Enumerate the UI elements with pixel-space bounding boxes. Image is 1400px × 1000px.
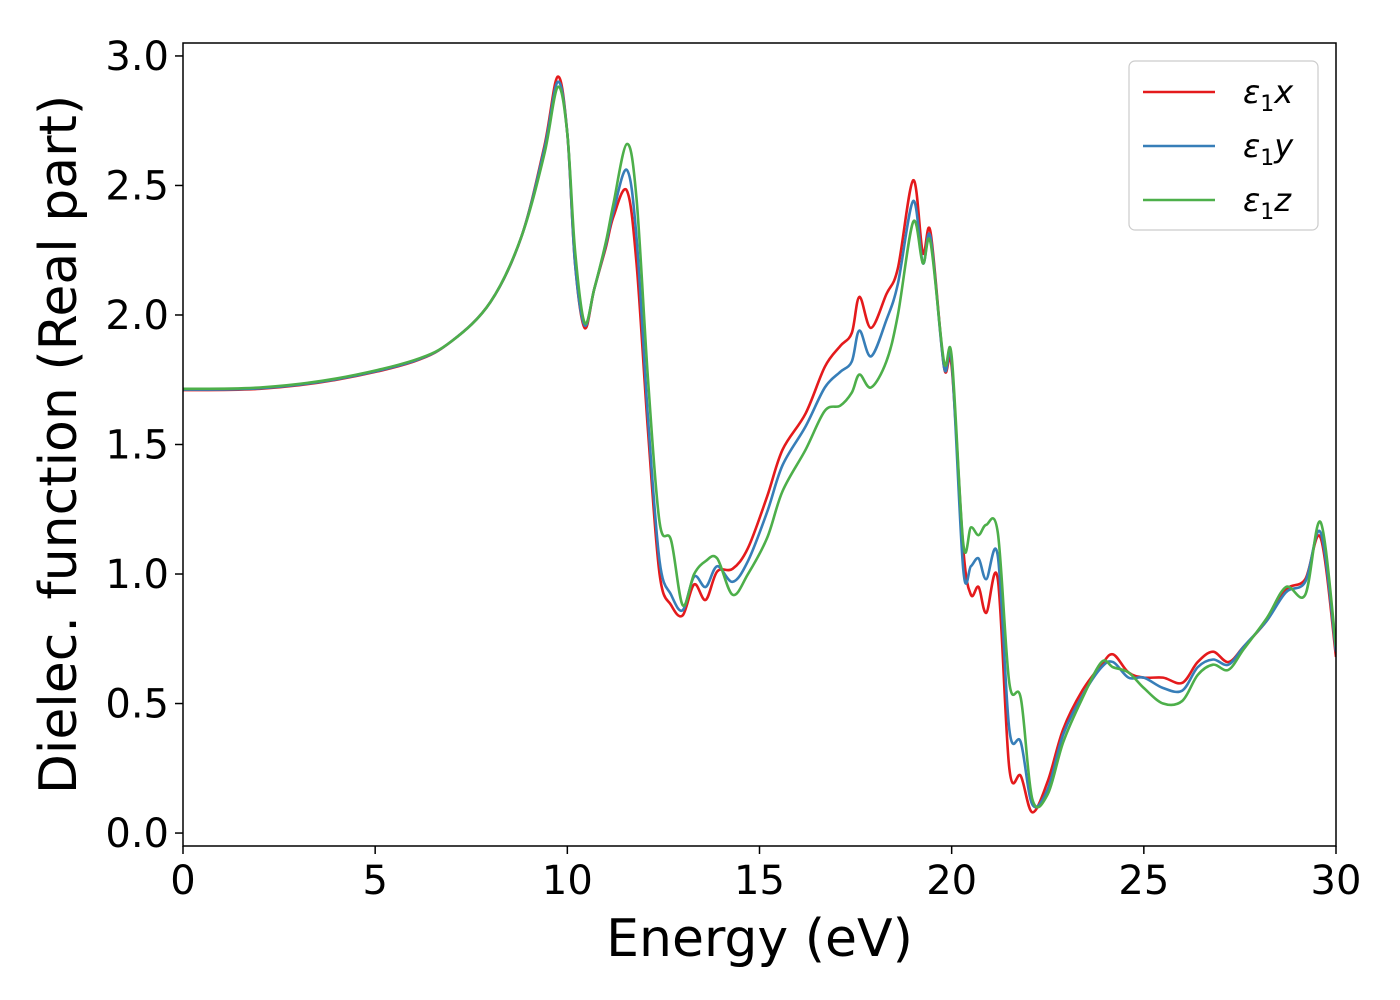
x-tick-label: 15 (734, 858, 785, 904)
y-tick-label: 2.0 (105, 293, 169, 339)
legend-label: ε1y (1243, 127, 1294, 171)
x-tick-label: 5 (362, 858, 387, 904)
series-line-z (183, 85, 1336, 809)
y-tick-label: 1.0 (105, 552, 169, 598)
y-tick-label: 1.5 (105, 423, 169, 469)
x-axis-ticks: 0 5 10 15 20 25 30 (170, 846, 1361, 904)
y-tick-label: 0.5 (105, 682, 169, 728)
x-axis-title: Energy (eV) (606, 909, 913, 969)
x-tick-label: 10 (542, 858, 593, 904)
x-tick-label: 20 (926, 858, 977, 904)
x-tick-label: 0 (170, 858, 195, 904)
legend-item-y: ε1y (1143, 127, 1294, 171)
legend-box (1128, 60, 1319, 231)
legend: ε1x ε1y ε1z (1128, 60, 1319, 231)
y-axis-title: Dielec. function (Real part) (29, 95, 89, 794)
y-tick-label: 3.0 (105, 34, 169, 80)
x-tick-label: 30 (1311, 858, 1362, 904)
legend-item-x: ε1x (1143, 73, 1294, 117)
legend-item-z: ε1z (1143, 181, 1292, 225)
y-tick-label: 2.5 (105, 163, 169, 209)
legend-label: ε1x (1243, 73, 1294, 117)
x-tick-label: 25 (1118, 858, 1169, 904)
y-axis-ticks: 0.0 0.5 1.0 1.5 2.0 2.5 3.0 (105, 34, 183, 857)
y-tick-label: 0.0 (105, 811, 169, 857)
legend-label: ε1z (1243, 181, 1292, 225)
series-layer (183, 75, 1336, 814)
